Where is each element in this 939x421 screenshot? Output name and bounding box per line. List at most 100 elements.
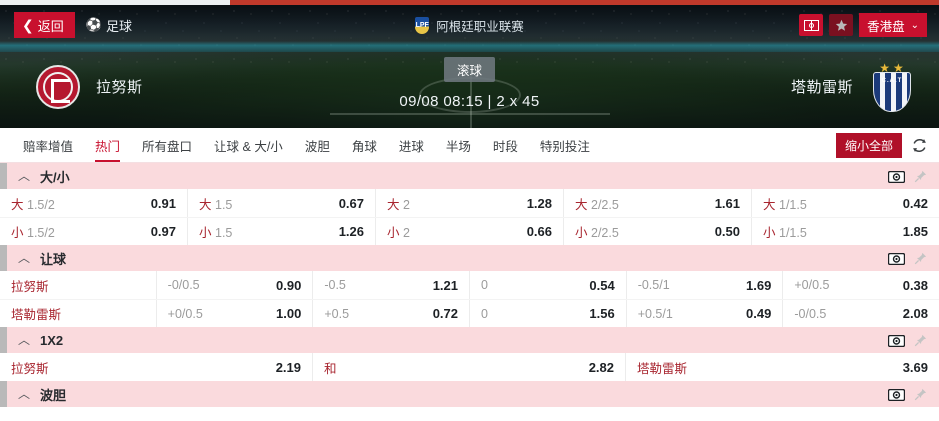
odds-cell[interactable]: 大 2/2.5 1.61	[564, 189, 752, 217]
market-section-title: 1X2	[40, 332, 64, 348]
odds-cell-label: 大 1/1.5	[763, 197, 807, 212]
tab-1[interactable]: 热门	[84, 128, 131, 162]
odds-cell[interactable]: +0/0.5 1.00	[157, 300, 314, 327]
soccer-ball-icon: ⚽	[85, 17, 102, 32]
odds-value: 1.56	[589, 306, 615, 321]
star-icon[interactable]	[829, 14, 854, 36]
odds-cell[interactable]: 0 1.56	[470, 300, 627, 327]
odds-cell[interactable]: 小 2/2.5 0.50	[564, 218, 752, 245]
market-section-icons	[887, 252, 939, 266]
pitch-box-line	[330, 113, 610, 115]
league-badge-icon: LPF	[415, 16, 430, 34]
odds-cell[interactable]: 小 1/1.5 1.85	[752, 218, 939, 245]
teams-row: 拉努斯 ★★ C.A.T 塔勒雷斯	[0, 45, 939, 128]
odds-cell[interactable]: 和 2.82	[313, 353, 626, 381]
odds-value: 3.69	[902, 359, 928, 375]
hero-top-bar: ❮ 返回 ⚽ 足球 LPF 阿根廷职业联赛	[0, 5, 939, 45]
odds-cell[interactable]: 0 0.54	[470, 271, 627, 299]
odds-cell[interactable]: +0.5/1 0.49	[627, 300, 784, 327]
odds-value: 0.97	[150, 224, 176, 239]
odds-cell[interactable]: +0/0.5 0.38	[783, 271, 939, 299]
tab-0[interactable]: 赔率增值	[23, 139, 74, 154]
odds-cell[interactable]: +0.5 0.72	[313, 300, 471, 327]
market-section-header[interactable]: ︿ 波胆	[0, 381, 939, 407]
odds-cell[interactable]: -0.5/1 1.69	[627, 271, 784, 299]
chevron-up-icon: ︿	[18, 387, 31, 401]
odds-cell-label: +0/0.5	[794, 278, 830, 292]
odds-cell[interactable]: -0.5 1.21	[313, 271, 471, 299]
odds-cell[interactable]: 塔勒雷斯 3.69	[626, 353, 939, 381]
tab-2[interactable]: 所有盘口	[142, 139, 193, 154]
odds-cell-label: 和	[324, 361, 337, 376]
odds-cell[interactable]: 拉努斯 2.19	[0, 353, 313, 381]
back-button[interactable]: ❮ 返回	[14, 12, 75, 38]
odds-cell[interactable]: 小 1.5 1.26	[188, 218, 376, 245]
odds-value: 0.54	[589, 277, 615, 293]
refresh-icon[interactable]	[910, 136, 928, 154]
led-advert-band	[0, 41, 939, 52]
odds-value: 0.67	[338, 195, 364, 211]
odds-cell-label: -0/0.5	[794, 306, 827, 321]
odds-value: 1.85	[902, 224, 928, 239]
odds-cell[interactable]: 小 2 0.66	[376, 218, 564, 245]
odds-cell-label: 塔勒雷斯	[637, 361, 688, 376]
odds-cell[interactable]: 大 2 1.28	[376, 189, 564, 217]
odds-cell: 塔勒雷斯	[0, 300, 157, 327]
collapse-all-button[interactable]: 缩小全部	[835, 132, 902, 158]
market-section-header[interactable]: ︿ 让球	[0, 245, 939, 271]
odds-value: 1.26	[338, 224, 364, 239]
tab-5[interactable]: 角球	[351, 139, 377, 154]
market-section-header[interactable]: ︿ 大/小	[0, 163, 939, 189]
market-section: ︿ 1X2 拉努斯 2.19 和 2.82 塔勒雷斯 3.69	[0, 327, 939, 381]
camera-icon[interactable]	[887, 388, 906, 402]
hero-actions: 香港盘 ⌄	[799, 13, 927, 37]
odds-cell-label: 0	[481, 278, 488, 292]
odds-value: 1.61	[714, 195, 740, 211]
away-team-block: ★★ C.A.T 塔勒雷斯	[791, 45, 915, 128]
tab-3[interactable]: 让球 & 大/小	[214, 139, 283, 154]
home-team-block: 拉努斯	[36, 45, 143, 128]
sport-breadcrumb-football[interactable]: ⚽ 足球	[86, 16, 132, 35]
odds-value: 0.72	[432, 306, 459, 321]
tab-7[interactable]: 半场	[445, 139, 471, 154]
pin-icon[interactable]	[914, 388, 927, 401]
odds-cell[interactable]: 小 1.5/2 0.97	[0, 218, 188, 245]
market-section: ︿ 波胆	[0, 381, 939, 407]
away-team-name: 塔勒雷斯	[790, 79, 853, 96]
live-status-badge: 滚球	[443, 57, 495, 82]
chevron-up-icon: ︿	[18, 169, 31, 183]
odds-value: 1.21	[432, 277, 459, 293]
tab-9[interactable]: 特别投注	[539, 139, 590, 154]
odds-value: 0.38	[902, 277, 929, 293]
market-row: 大 1.5/2 0.91 大 1.5 0.67 大 2 1.28 大 2/2.5 1.61 大 …	[0, 189, 939, 217]
pin-icon[interactable]	[914, 252, 927, 265]
market-row: 塔勒雷斯 +0/0.5 1.00 +0.5 0.72 0 1.56 +0.5/1 0.49 -0/…	[0, 299, 939, 327]
tab-6[interactable]: 进球	[398, 139, 424, 154]
camera-icon[interactable]	[887, 334, 906, 348]
chevron-down-icon: ⌄	[910, 19, 919, 31]
camera-icon[interactable]	[887, 252, 906, 266]
pin-icon[interactable]	[914, 334, 927, 347]
odds-cell[interactable]: -0/0.5 2.08	[783, 300, 939, 327]
odds-cell-label: 小 1.5/2	[11, 226, 55, 240]
tab-8[interactable]: 时段	[492, 139, 518, 154]
field-stats-icon[interactable]	[799, 14, 824, 36]
league-name-label: 阿根廷职业联赛	[436, 19, 524, 34]
odds-cell[interactable]: 大 1.5 0.67	[188, 189, 376, 217]
chevron-up-icon: ︿	[18, 333, 31, 347]
market-tabs: 赔率增值 热门 所有盘口 让球 & 大/小 波胆 角球 进球 半场 时段 特别投注	[0, 128, 601, 162]
odds-cell-label: 拉努斯	[11, 279, 49, 294]
odds-value: 1.69	[746, 277, 772, 293]
tab-bar-actions: 缩小全部	[835, 128, 939, 162]
home-team-name: 拉努斯	[96, 79, 143, 96]
camera-icon[interactable]	[887, 170, 906, 184]
tab-4[interactable]: 波胆	[304, 139, 330, 154]
market-section-header[interactable]: ︿ 1X2	[0, 327, 939, 353]
odds-cell[interactable]: -0/0.5 0.90	[157, 271, 314, 299]
odds-value: 0.50	[714, 224, 740, 239]
odds-cell-label: -0.5/1	[637, 278, 670, 292]
odds-format-dropdown[interactable]: 香港盘 ⌄	[859, 13, 927, 37]
pin-icon[interactable]	[914, 170, 927, 183]
odds-cell[interactable]: 大 1/1.5 0.42	[752, 189, 939, 217]
odds-cell[interactable]: 大 1.5/2 0.91	[0, 189, 188, 217]
